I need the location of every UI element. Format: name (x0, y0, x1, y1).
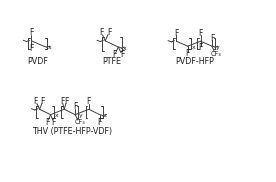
Text: F: F (52, 118, 56, 126)
Text: x: x (123, 46, 126, 51)
Text: F: F (97, 118, 102, 126)
Text: PVDF-HFP: PVDF-HFP (175, 57, 214, 66)
Text: F: F (64, 97, 69, 106)
Text: F: F (34, 97, 38, 106)
Text: F: F (198, 43, 203, 52)
Text: F: F (87, 97, 91, 106)
Text: F: F (120, 50, 124, 59)
Text: F: F (45, 118, 49, 126)
Text: CF₃: CF₃ (75, 119, 86, 125)
Text: y: y (216, 45, 220, 50)
Text: F: F (73, 102, 77, 111)
Text: F: F (112, 50, 117, 59)
Text: PTFE: PTFE (102, 57, 121, 66)
Text: F: F (29, 44, 34, 53)
Text: z: z (104, 113, 107, 118)
Text: F: F (99, 28, 104, 37)
Text: THV (PTFE-HFP-VDF): THV (PTFE-HFP-VDF) (32, 127, 113, 136)
Text: y: y (79, 113, 83, 118)
Text: F: F (107, 28, 111, 37)
Text: F: F (41, 97, 45, 106)
Text: CF₃: CF₃ (211, 51, 222, 57)
Text: x: x (55, 113, 59, 118)
Text: PVDF: PVDF (27, 57, 48, 66)
Text: F: F (29, 28, 34, 37)
Text: x: x (48, 45, 52, 50)
Text: x: x (192, 45, 196, 50)
Text: F: F (210, 34, 214, 43)
Text: F: F (198, 29, 203, 38)
Text: F: F (174, 29, 179, 38)
Text: F: F (185, 49, 190, 58)
Text: F: F (60, 97, 65, 106)
